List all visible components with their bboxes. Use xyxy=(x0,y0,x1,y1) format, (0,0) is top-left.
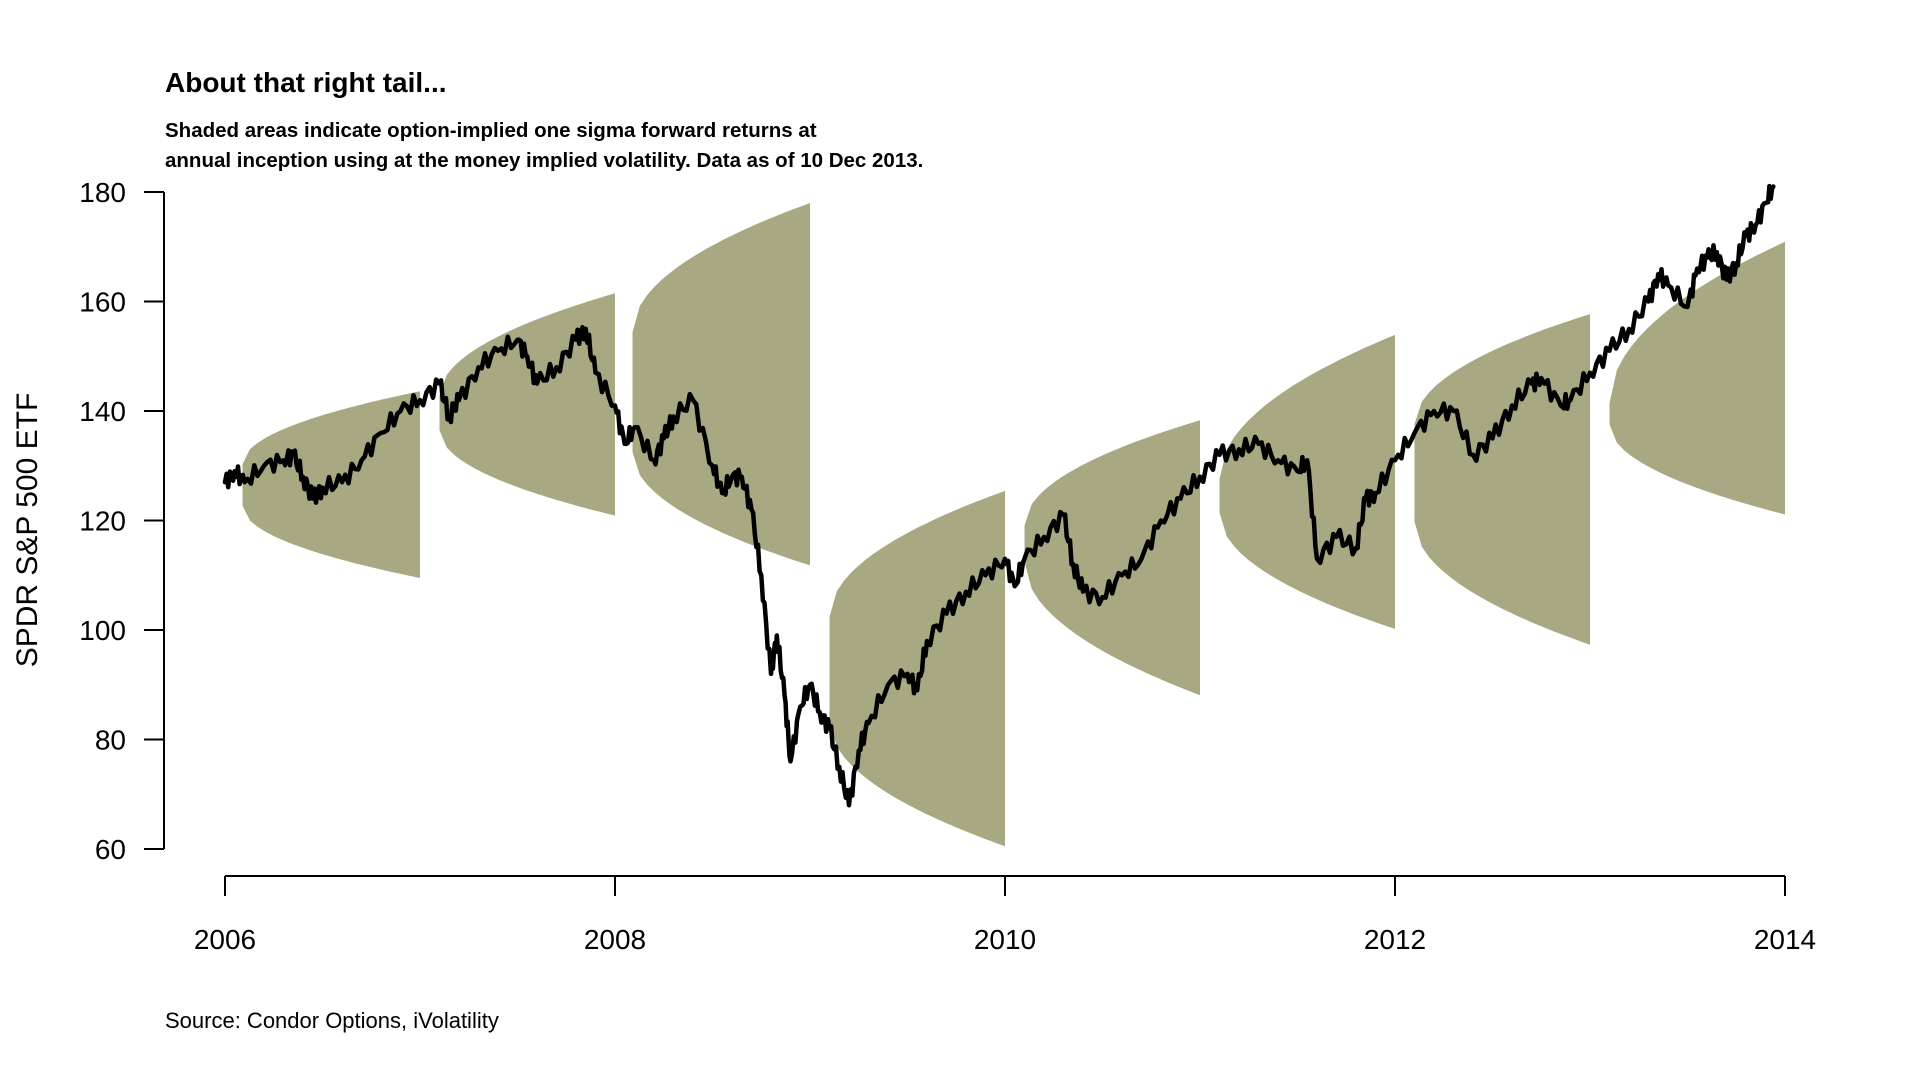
sigma-band-5 xyxy=(1024,420,1200,696)
y-tick-label: 60 xyxy=(95,834,126,865)
x-tick-label: 2006 xyxy=(194,924,256,955)
sigma-band-7 xyxy=(1414,314,1590,645)
y-axis: 60 80 100 120 140 160 180 xyxy=(79,177,165,865)
subtitle-line-1: Shaded areas indicate option-implied one… xyxy=(165,119,817,142)
series-layer xyxy=(222,183,1776,808)
y-tick-label: 120 xyxy=(79,506,126,537)
sigma-band-3 xyxy=(632,203,810,566)
sigma-band-8 xyxy=(1609,241,1785,515)
sigma-band-2 xyxy=(439,293,615,516)
sigma-band-6 xyxy=(1219,334,1395,629)
x-tick-label: 2008 xyxy=(584,924,646,955)
y-tick-label: 180 xyxy=(79,177,126,208)
y-axis-title: SPDR S&P 500 ETF xyxy=(11,393,44,668)
bands-layer xyxy=(242,203,1785,847)
source-note: Source: Condor Options, iVolatility xyxy=(165,1008,499,1033)
price-line xyxy=(222,183,1776,808)
x-tick-label: 2014 xyxy=(1754,924,1816,955)
x-tick-label: 2012 xyxy=(1364,924,1426,955)
sigma-band-4 xyxy=(829,490,1005,847)
chart-title: About that right tail... xyxy=(165,67,447,98)
y-tick-label: 160 xyxy=(79,287,126,318)
y-tick-label: 80 xyxy=(95,725,126,756)
y-tick-label: 100 xyxy=(79,615,126,646)
y-tick-label: 140 xyxy=(79,396,126,427)
x-tick-label: 2010 xyxy=(974,924,1036,955)
x-axis: 2006 2008 2010 2012 2014 xyxy=(194,875,1816,955)
chart-subtitle: Shaded areas indicate option-implied one… xyxy=(165,116,923,176)
subtitle-line-2: annual inception using at the money impl… xyxy=(165,149,924,172)
